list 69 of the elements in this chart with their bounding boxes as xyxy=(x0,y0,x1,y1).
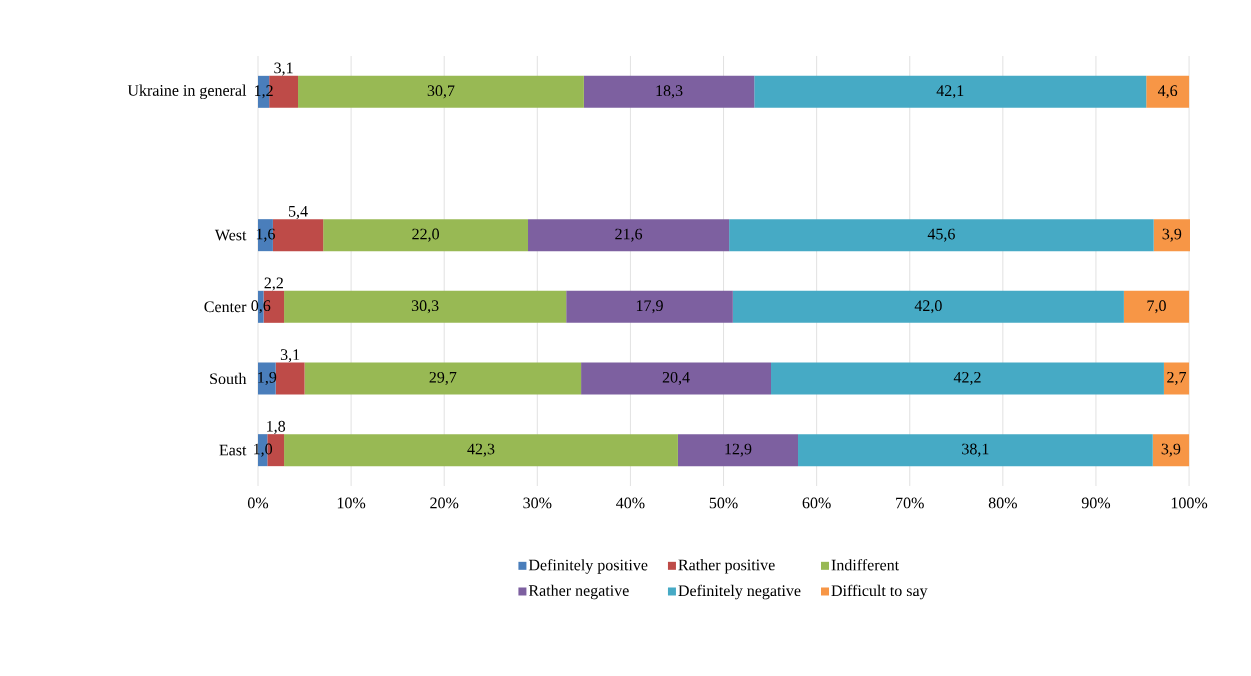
data-label: 18,3 xyxy=(656,85,683,99)
x-tick-label: 100% xyxy=(1171,497,1208,509)
bar xyxy=(323,219,529,252)
data-label: 21,6 xyxy=(615,228,643,242)
data-label: 0,6 xyxy=(251,300,271,314)
y-tick-label: South xyxy=(210,372,247,385)
y-tick-label: West xyxy=(214,229,247,241)
bar xyxy=(771,362,1164,395)
data-label: 45,6 xyxy=(927,228,955,242)
data-label: 5,4 xyxy=(288,205,308,219)
data-label: 2,2 xyxy=(264,277,283,291)
y-tick-label: East xyxy=(219,444,247,456)
bar xyxy=(304,362,582,395)
data-label: 42,3 xyxy=(467,443,495,457)
bar xyxy=(298,75,584,108)
data-label: 30,7 xyxy=(427,85,455,99)
bar xyxy=(729,219,1154,252)
bar xyxy=(528,219,730,252)
bar xyxy=(677,434,799,467)
legend-label: Difficult to say xyxy=(831,584,928,600)
bar xyxy=(1153,219,1190,252)
x-tick-label: 90% xyxy=(1081,497,1111,509)
x-tick-label: 50% xyxy=(709,497,738,509)
bar xyxy=(566,290,733,323)
legend-label: Indifferent xyxy=(831,559,900,571)
x-tick-label: 30% xyxy=(523,497,552,509)
x-tick-label: 60% xyxy=(802,497,831,509)
x-tick-label: 70% xyxy=(896,497,924,509)
bar xyxy=(754,75,1147,108)
legend-label: Rather negative xyxy=(528,584,629,600)
data-label: 3,9 xyxy=(1162,228,1182,242)
bar xyxy=(798,434,1153,467)
x-tick-label: 10% xyxy=(337,497,366,509)
data-label: 42,2 xyxy=(953,371,981,386)
legend-label: Definitely positive xyxy=(528,559,648,574)
data-label: 1,8 xyxy=(267,420,286,434)
x-tick-label: 0% xyxy=(247,497,269,509)
data-label: 4,6 xyxy=(1157,85,1178,99)
x-tick-label: 40% xyxy=(616,497,645,509)
data-label: 42,1 xyxy=(936,85,964,99)
data-label: 38,1 xyxy=(962,443,989,457)
data-label: 22,0 xyxy=(412,228,439,242)
bar xyxy=(1123,290,1190,323)
data-label: 29,7 xyxy=(429,371,457,386)
data-label: 3,1 xyxy=(280,349,300,363)
data-label: 20,4 xyxy=(662,371,690,386)
bar xyxy=(284,434,678,467)
x-tick-label: 80% xyxy=(988,497,1017,509)
bar xyxy=(1163,362,1190,395)
legend-label: Rather positive xyxy=(678,559,775,574)
data-label: 17,9 xyxy=(636,300,663,314)
bar xyxy=(284,290,567,323)
data-label: 30,3 xyxy=(411,300,439,314)
y-tick-label: Center xyxy=(204,301,247,313)
data-label: 3,1 xyxy=(274,62,293,76)
bar xyxy=(581,362,772,395)
bar xyxy=(1152,434,1190,467)
bar xyxy=(1146,75,1190,108)
data-label: 3,9 xyxy=(1161,443,1181,457)
data-label: 7,0 xyxy=(1147,300,1166,314)
bar xyxy=(583,75,755,108)
data-label: 42,0 xyxy=(914,300,942,314)
data-label: 2,7 xyxy=(1167,371,1187,386)
x-tick-label: 20% xyxy=(430,497,459,509)
legend-label: Definitely negative xyxy=(678,584,801,600)
bar xyxy=(275,362,305,395)
data-label: 12,9 xyxy=(725,443,752,457)
bar xyxy=(732,290,1124,323)
y-tick-label: Ukraine in general xyxy=(127,84,247,100)
